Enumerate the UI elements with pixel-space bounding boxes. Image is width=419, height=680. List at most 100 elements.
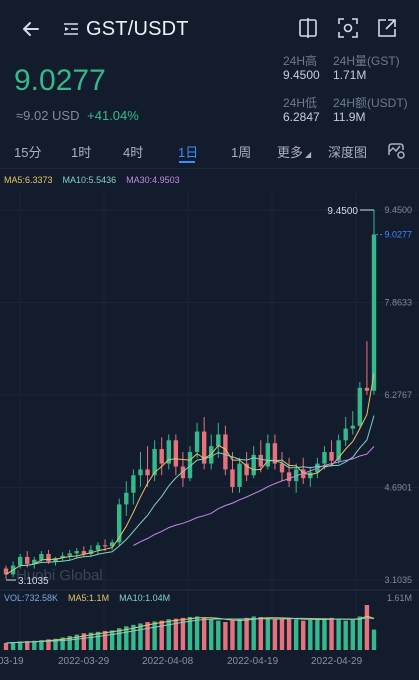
volume-bar bbox=[10, 642, 16, 650]
candle-body bbox=[244, 463, 249, 476]
y-axis-tick-label: 9.4500 bbox=[384, 205, 412, 215]
volume-gst-label: 24H量(GST) bbox=[333, 54, 400, 68]
volume-bar bbox=[329, 617, 334, 650]
volume-bar bbox=[371, 629, 377, 650]
tab-1week[interactable]: 1周 bbox=[231, 145, 252, 160]
candle-body bbox=[364, 387, 370, 391]
candle-body bbox=[166, 440, 171, 464]
volume-bar bbox=[74, 634, 79, 650]
candle-body bbox=[187, 451, 193, 479]
volume-gst-value: 1.71M bbox=[333, 68, 367, 82]
y-axis-tick-label: 6.2767 bbox=[384, 390, 412, 400]
volume-indicator-row: VOL:732.58K MA5:1.1M MA10:1.04M bbox=[4, 593, 170, 603]
candle-body bbox=[173, 440, 179, 467]
candle-body bbox=[39, 553, 44, 560]
candle-body bbox=[371, 234, 377, 391]
volume-bar bbox=[343, 620, 348, 650]
candle-body bbox=[279, 463, 285, 473]
volume-bar bbox=[53, 638, 58, 650]
candle-body bbox=[25, 556, 30, 564]
volume-bar bbox=[357, 616, 363, 650]
candle-body bbox=[223, 434, 228, 470]
volume-bar bbox=[138, 623, 143, 650]
candle-body bbox=[272, 443, 278, 464]
volume-bar bbox=[180, 617, 186, 650]
candle-body bbox=[74, 551, 79, 554]
candle-body bbox=[336, 440, 341, 461]
volume-bar bbox=[67, 636, 72, 650]
volume-bar bbox=[166, 619, 171, 650]
volume-bar bbox=[60, 637, 65, 650]
volume-bar bbox=[279, 618, 285, 650]
volume-bar bbox=[3, 643, 9, 650]
candle-body bbox=[17, 556, 23, 566]
volume-ma5-line bbox=[5, 615, 375, 644]
tab-more[interactable]: 更多 ◢ bbox=[277, 142, 311, 161]
volume-bar bbox=[25, 641, 30, 650]
ma5-value: MA5:6.3373 bbox=[4, 175, 53, 185]
volume-bar bbox=[258, 617, 263, 650]
current-price-label: 9.0277 bbox=[384, 230, 412, 240]
y-axis-tick-label: 3.1035 bbox=[384, 575, 412, 585]
y-axis-tick-label: 7.8633 bbox=[384, 298, 412, 308]
tab-depth[interactable]: 深度图 bbox=[328, 145, 368, 160]
volume-bar bbox=[109, 630, 115, 650]
volume-bar bbox=[251, 616, 256, 650]
volume-bar bbox=[230, 620, 235, 650]
volume-bar bbox=[350, 619, 355, 650]
tab-1hour[interactable]: 1时 bbox=[71, 145, 92, 160]
volume-bar bbox=[102, 630, 108, 650]
candle-body bbox=[131, 475, 136, 493]
amount-usdt-value: 11.9M bbox=[333, 110, 366, 124]
volume-bar bbox=[131, 624, 136, 650]
candle-body bbox=[124, 492, 129, 505]
candle-body bbox=[102, 545, 108, 547]
active-tab-indicator bbox=[179, 161, 195, 163]
tab-1day[interactable]: 1日 bbox=[178, 145, 199, 160]
volume-bar bbox=[237, 619, 242, 650]
last-price: 9.0277 bbox=[14, 64, 106, 97]
candle-body bbox=[180, 466, 186, 479]
high-value: 9.4500 bbox=[283, 68, 320, 82]
volume-bar bbox=[152, 621, 157, 650]
volume-value: VOL:732.58K bbox=[4, 593, 59, 603]
candle-body bbox=[95, 545, 101, 550]
candle-body bbox=[343, 428, 348, 441]
split-screen-icon[interactable] bbox=[296, 16, 320, 40]
fullscreen-expand-icon[interactable] bbox=[375, 16, 399, 40]
ma5-line bbox=[5, 373, 375, 575]
candle-body bbox=[216, 434, 221, 447]
amount-usdt-label: 24H额(USDT) bbox=[333, 96, 408, 110]
x-axis-date: 2022-04-08 bbox=[142, 656, 194, 667]
usd-price: ≈9.02 USD bbox=[16, 108, 80, 123]
volume-bar bbox=[159, 620, 164, 650]
volume-bar bbox=[223, 622, 228, 650]
tab-15min[interactable]: 15分 bbox=[14, 145, 42, 160]
volume-bar bbox=[286, 617, 292, 650]
pair-selector[interactable]: GST/USDT bbox=[62, 14, 189, 44]
candle-body bbox=[117, 504, 122, 543]
volume-bar bbox=[244, 617, 249, 650]
volume-ma10-value: MA10:1.04M bbox=[119, 593, 171, 603]
volume-max-label: 1.61M bbox=[387, 593, 412, 603]
tab-more-label: 更多 bbox=[277, 145, 304, 160]
back-arrow-icon[interactable] bbox=[18, 16, 44, 42]
candle-body bbox=[237, 463, 242, 487]
candle-body bbox=[152, 449, 157, 476]
pair-title: GST/USDT bbox=[86, 17, 189, 40]
volume-bar bbox=[322, 618, 327, 650]
candle-body bbox=[194, 431, 200, 452]
candle-body bbox=[357, 387, 363, 426]
candle-body bbox=[88, 549, 94, 554]
volume-bar bbox=[293, 619, 299, 650]
high-marker-label: 9.4500 bbox=[327, 206, 358, 217]
volume-ma10-line bbox=[5, 617, 375, 644]
screenshot-icon[interactable] bbox=[336, 16, 360, 40]
volume-bar bbox=[32, 640, 37, 650]
caret-down-icon: ◢ bbox=[305, 150, 312, 159]
candle-body bbox=[293, 469, 299, 482]
usd-price-row: ≈9.02 USD +41.04% bbox=[16, 108, 139, 123]
indicator-settings-icon[interactable] bbox=[386, 140, 406, 160]
tab-4hour[interactable]: 4时 bbox=[123, 145, 144, 160]
